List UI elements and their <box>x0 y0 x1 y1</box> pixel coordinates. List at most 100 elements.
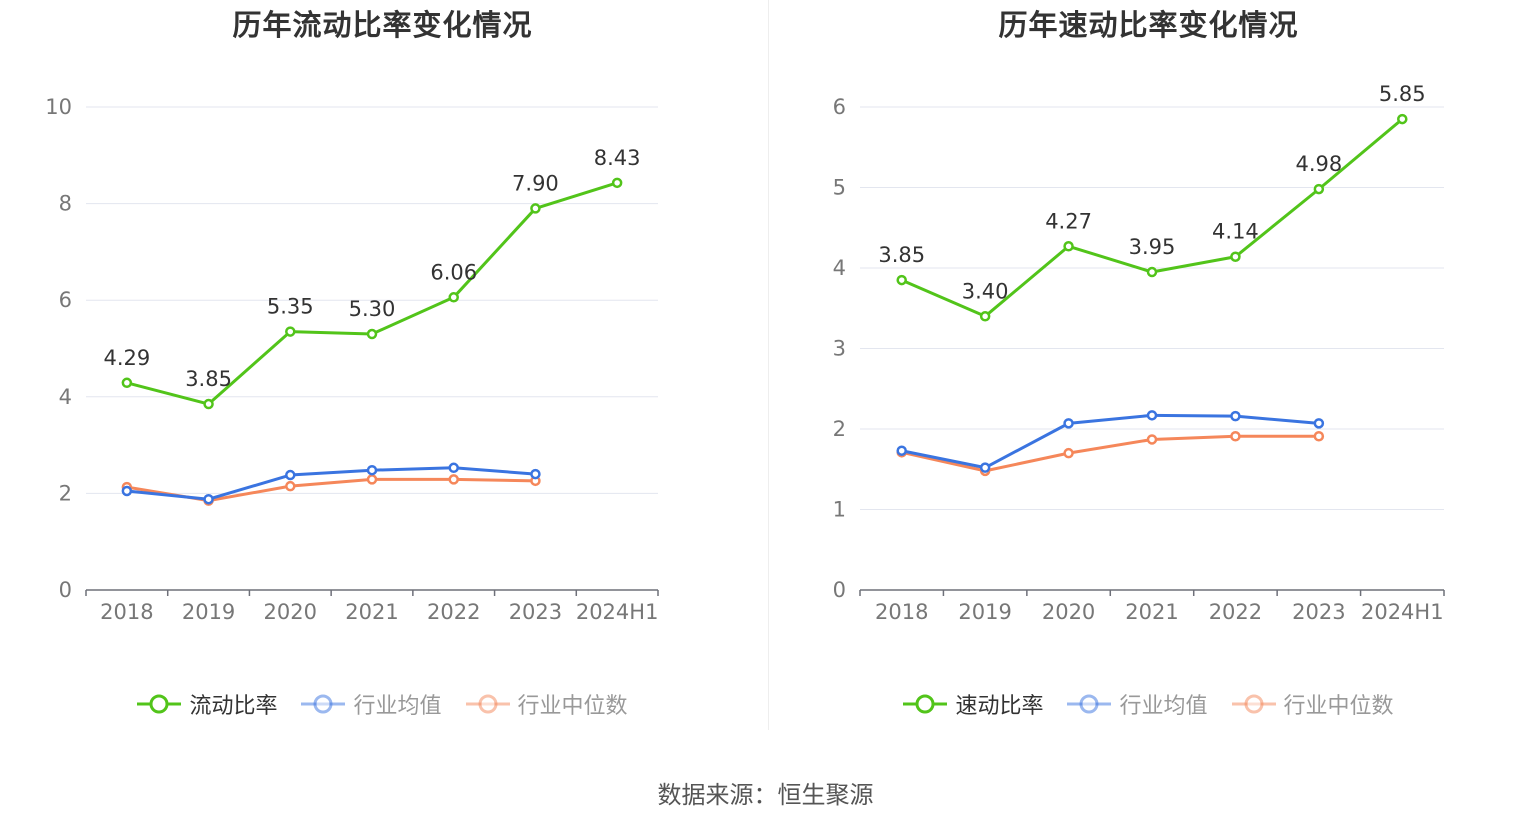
data-point <box>285 480 296 492</box>
data-point <box>530 203 541 214</box>
chart-title: 历年速动比率变化情况 <box>998 8 1299 42</box>
x-tick-label: 2021 <box>1125 600 1178 624</box>
y-tick-label: 6 <box>59 288 72 312</box>
data-point <box>1063 447 1074 459</box>
x-tick-label: 2020 <box>1042 600 1095 624</box>
y-tick-label: 0 <box>59 578 72 602</box>
data-point <box>285 469 296 481</box>
data-label: 4.98 <box>1295 152 1342 176</box>
legend-item[interactable]: 速动比率 <box>903 688 1043 720</box>
x-tick-label: 2024H1 <box>1361 600 1444 624</box>
data-point <box>366 474 378 485</box>
data-point <box>1063 418 1074 429</box>
legend-label: 流动比率 <box>189 694 278 719</box>
x-tick-label: 2018 <box>100 600 153 624</box>
x-tick-label: 2018 <box>875 600 928 624</box>
data-point <box>1313 430 1325 442</box>
y-tick-label: 2 <box>833 417 846 441</box>
data-point <box>121 377 133 389</box>
current-ratio-chart: 0 2 4 6 8 10 2018 2019 2020 2021 2022 2023 2024H1 4.2… <box>45 95 659 624</box>
y-tick-label: 3 <box>833 337 846 361</box>
data-point <box>979 311 991 322</box>
data-label: 6.06 <box>430 260 477 284</box>
data-point <box>203 493 214 505</box>
series-line <box>901 413 1319 470</box>
y-tick-label: 10 <box>45 95 72 119</box>
data-label: 7.90 <box>512 171 559 195</box>
data-point <box>1146 434 1158 445</box>
data-point <box>1313 418 1325 429</box>
data-point <box>448 292 459 303</box>
data-label: 8.43 <box>594 146 641 170</box>
data-point <box>1146 266 1158 278</box>
series-line <box>126 466 536 501</box>
data-point <box>1397 113 1408 125</box>
legend-item[interactable]: 行业中位数 <box>465 688 628 720</box>
data-label: 4.27 <box>1045 209 1092 233</box>
legend-marker-icon <box>1231 694 1276 714</box>
quick-ratio-chart: 0 1 2 3 4 5 6 2018 2019 2020 2021 2022 2023 2024H1 3.8… <box>833 82 1445 624</box>
legend-item[interactable]: 行业中位数 <box>1231 688 1394 720</box>
data-point <box>896 445 907 456</box>
x-tick-label: 2022 <box>427 600 480 624</box>
legend: 速动比率 行业均值 行业中位数 <box>766 688 1531 720</box>
legend: 流动比率 行业均值 行业中位数 <box>0 688 765 720</box>
data-point <box>611 177 623 189</box>
data-label: 5.85 <box>1379 82 1426 106</box>
legend-item[interactable]: 行业均值 <box>1067 688 1208 720</box>
data-point <box>530 468 541 480</box>
data-point <box>121 485 133 497</box>
x-tick-label: 2019 <box>182 600 235 624</box>
chart-title: 历年流动比率变化情况 <box>232 8 533 42</box>
legend-marker-icon <box>137 694 182 714</box>
data-point <box>1230 430 1241 442</box>
data-label: 5.30 <box>349 297 396 321</box>
data-label: 3.40 <box>962 279 1009 303</box>
current-ratio-panel: 历年流动比率变化情况 0 2 4 6 8 10 2018 2019 2020 2021 2022 20… <box>0 0 765 740</box>
legend-label: 速动比率 <box>955 694 1044 719</box>
legend-marker-icon <box>301 694 346 714</box>
data-label: 3.85 <box>878 243 925 267</box>
data-label: 4.29 <box>103 346 150 370</box>
panel-divider <box>768 0 769 730</box>
quick-ratio-panel: 历年速动比率变化情况 0 1 2 3 4 5 6 2018 2019 2020 2021 2022 20… <box>766 0 1531 740</box>
data-point <box>203 398 214 410</box>
data-point <box>1230 410 1241 422</box>
x-tick-label: 2023 <box>1292 600 1345 624</box>
y-tick-label: 5 <box>833 176 846 200</box>
data-point <box>1146 410 1158 421</box>
legend-label: 行业中位数 <box>1283 694 1394 719</box>
data-point <box>1063 241 1074 252</box>
legend-item[interactable]: 流动比率 <box>137 688 277 720</box>
data-point <box>1230 251 1241 262</box>
data-point <box>448 474 459 485</box>
data-source: 数据来源：恒生聚源 <box>657 781 874 809</box>
x-tick-label: 2019 <box>958 600 1011 624</box>
y-tick-label: 8 <box>59 192 72 216</box>
data-label: 3.95 <box>1129 235 1176 259</box>
legend-item[interactable]: 行业均值 <box>301 688 442 720</box>
data-point <box>896 274 907 286</box>
x-tick-label: 2024H1 <box>576 600 659 624</box>
data-point <box>285 326 296 337</box>
series-line <box>901 434 1319 473</box>
y-tick-label: 4 <box>59 385 72 409</box>
data-point <box>448 462 459 474</box>
y-tick-label: 0 <box>833 578 846 602</box>
y-tick-label: 6 <box>833 95 846 119</box>
x-tick-label: 2021 <box>345 600 398 624</box>
legend-marker-icon <box>465 694 510 714</box>
legend-marker-icon <box>1067 694 1112 714</box>
legend-label: 行业中位数 <box>517 694 628 719</box>
data-label: 5.35 <box>267 295 314 319</box>
data-label: 3.85 <box>185 367 232 391</box>
y-tick-label: 4 <box>833 256 846 280</box>
y-tick-label: 2 <box>59 481 72 505</box>
y-tick-label: 1 <box>833 498 846 522</box>
x-tick-label: 2020 <box>264 600 317 624</box>
legend-marker-icon <box>903 694 948 714</box>
data-point <box>979 462 991 473</box>
x-tick-label: 2022 <box>1209 600 1262 624</box>
x-tick-label: 2023 <box>509 600 562 624</box>
data-point <box>366 328 378 340</box>
